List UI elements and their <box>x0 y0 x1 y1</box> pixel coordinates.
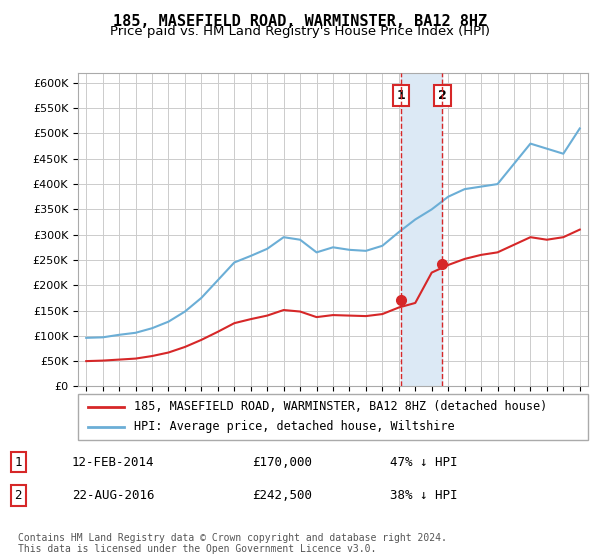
Text: Price paid vs. HM Land Registry's House Price Index (HPI): Price paid vs. HM Land Registry's House … <box>110 25 490 38</box>
Text: Contains HM Land Registry data © Crown copyright and database right 2024.
This d: Contains HM Land Registry data © Crown c… <box>18 533 447 554</box>
Text: £170,000: £170,000 <box>252 455 312 469</box>
Text: HPI: Average price, detached house, Wiltshire: HPI: Average price, detached house, Wilt… <box>134 420 455 433</box>
Text: 2: 2 <box>14 489 22 502</box>
Bar <box>401 73 442 386</box>
Text: 2: 2 <box>438 89 447 102</box>
Text: 12-FEB-2014: 12-FEB-2014 <box>72 455 155 469</box>
Text: 22-AUG-2016: 22-AUG-2016 <box>72 489 155 502</box>
Text: 1: 1 <box>397 89 405 102</box>
Text: 38% ↓ HPI: 38% ↓ HPI <box>390 489 458 502</box>
FancyBboxPatch shape <box>78 394 588 440</box>
Text: £242,500: £242,500 <box>252 489 312 502</box>
Text: 47% ↓ HPI: 47% ↓ HPI <box>390 455 458 469</box>
Text: 185, MASEFIELD ROAD, WARMINSTER, BA12 8HZ: 185, MASEFIELD ROAD, WARMINSTER, BA12 8H… <box>113 14 487 29</box>
Text: 1: 1 <box>14 455 22 469</box>
Text: 185, MASEFIELD ROAD, WARMINSTER, BA12 8HZ (detached house): 185, MASEFIELD ROAD, WARMINSTER, BA12 8H… <box>134 400 547 413</box>
